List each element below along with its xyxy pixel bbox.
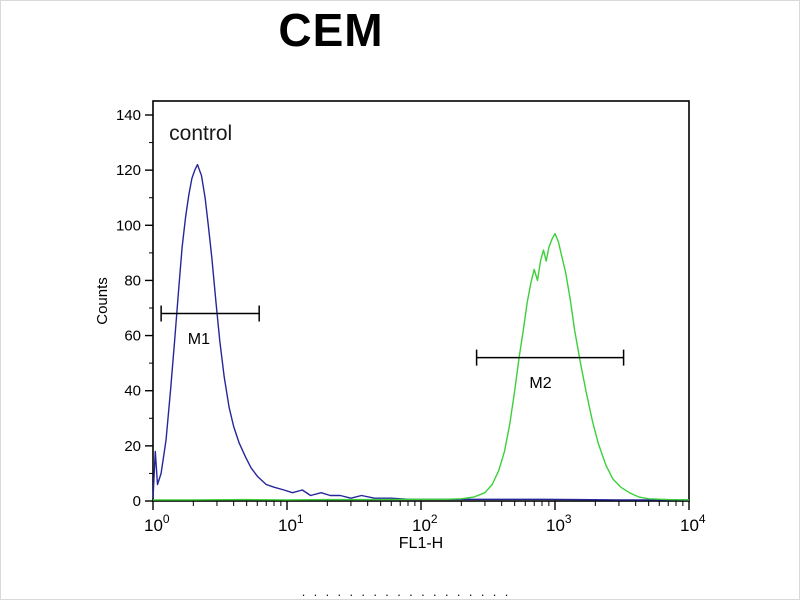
x-axis-title: FL1-H (399, 535, 443, 552)
plot-frame (152, 100, 690, 502)
y-tick-label: 40 (124, 383, 141, 400)
annotation-control: control (169, 122, 232, 145)
marker-M1: M1 (160, 305, 260, 348)
y-tick-label: 80 (124, 272, 141, 289)
y-tick-label: 60 (124, 328, 141, 345)
y-tick-label: 120 (116, 162, 141, 179)
x-tick-label: 100 (144, 512, 170, 535)
x-tick-label: 101 (278, 512, 304, 535)
x-tick-label: 102 (412, 512, 438, 535)
y-axis: 0 20 40 60 80 100 120 140 Counts (94, 107, 153, 510)
annotations-layer: control (169, 122, 232, 145)
series-sample-curve (153, 232, 690, 501)
marker-label: M1 (188, 331, 210, 348)
marker-M2: M2 (475, 349, 625, 392)
chart-title: CEM (278, 4, 384, 56)
x-tick-label: 104 (680, 512, 706, 535)
x-tick-label: 103 (546, 512, 572, 535)
marker-label: M2 (529, 375, 551, 392)
y-axis-title: Counts (94, 277, 111, 325)
clipped-caption-fragment: · · · · · · · · · · · · · · · · · · (301, 589, 511, 599)
y-tick-label: 0 (133, 493, 141, 510)
series-control-curve (152, 163, 689, 501)
x-axis: 100 101 102 103 104 FL1-H (144, 501, 706, 552)
plot-border (152, 100, 690, 502)
series-layer (152, 163, 690, 501)
y-tick-label: 140 (116, 107, 141, 124)
y-tick-label: 20 (124, 438, 141, 455)
y-tick-label: 100 (116, 217, 141, 234)
markers-layer: M1 M2 (160, 305, 625, 392)
